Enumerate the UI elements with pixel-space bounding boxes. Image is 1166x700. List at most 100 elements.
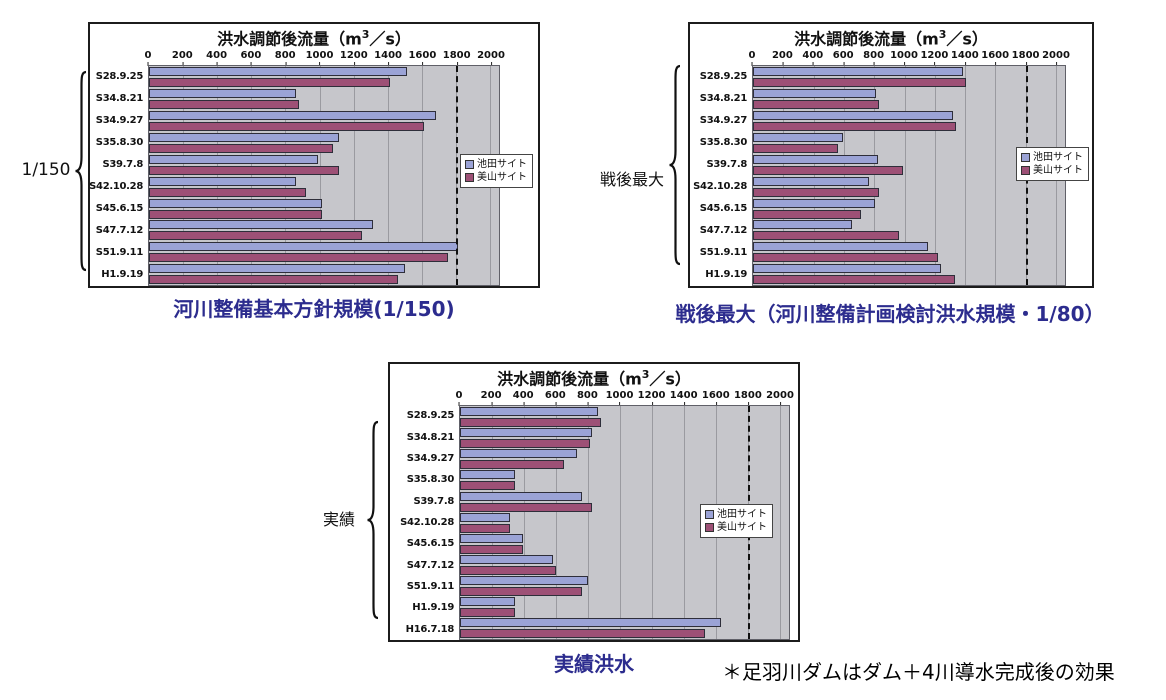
bar-美山サイト xyxy=(460,523,510,533)
bar-池田サイト xyxy=(753,132,843,142)
x-tick-label: 600 xyxy=(832,50,854,67)
bar-row xyxy=(149,176,490,198)
x-tick-label: 1600 xyxy=(408,50,437,67)
bar-row xyxy=(460,449,780,470)
bar-美山サイト xyxy=(460,439,590,449)
bar-美山サイト xyxy=(753,122,957,132)
plot-area: 池田サイト 美山サイト xyxy=(752,65,1089,286)
category-label: S34.8.21 xyxy=(699,92,748,104)
bar-row xyxy=(753,110,1056,132)
bar-row xyxy=(149,66,490,88)
bar-row xyxy=(753,66,1056,88)
x-tick-label: 1600 xyxy=(701,390,730,407)
chart-caption: 戦後最大（河川整備計画検討洪水規模・1/80） xyxy=(675,302,1105,326)
gridline xyxy=(524,406,525,639)
bar-row xyxy=(460,533,780,554)
x-tick-label: 1200 xyxy=(920,50,949,67)
curly-brace xyxy=(668,64,682,266)
x-tick-label: 400 xyxy=(512,390,534,407)
bar-美山サイト xyxy=(460,587,582,597)
category-label: S39.7.8 xyxy=(413,495,454,507)
bar-美山サイト xyxy=(753,165,904,175)
legend: 池田サイト 美山サイト xyxy=(460,153,533,188)
gridline xyxy=(995,66,997,285)
gridline xyxy=(684,406,685,639)
legend: 池田サイト 美山サイト xyxy=(700,504,773,539)
bar-美山サイト xyxy=(149,143,334,153)
bar-池田サイト xyxy=(149,132,339,142)
legend-entry: 美山サイト xyxy=(465,171,527,184)
bar-row xyxy=(753,154,1056,176)
x-tick-label: 400 xyxy=(206,50,228,67)
x-tick-label: 800 xyxy=(576,390,598,407)
x-tick-label: 0 xyxy=(748,50,756,67)
bar-池田サイト xyxy=(149,242,458,252)
bar-池田サイト xyxy=(460,555,554,564)
group-label: 実績 xyxy=(322,510,355,529)
bar-池田サイト xyxy=(753,176,869,186)
legend-label: 美山サイト xyxy=(717,522,767,534)
bar-池田サイト xyxy=(149,176,296,186)
bar-美山サイト xyxy=(753,209,862,219)
bar-美山サイト xyxy=(753,187,880,197)
x-tick-label: 1400 xyxy=(950,50,979,67)
bar-row xyxy=(460,618,780,639)
chart-caption: 実績洪水 xyxy=(554,652,634,676)
chart-title: 洪水調節後流量（m3／s） xyxy=(497,368,691,389)
bar-美山サイト xyxy=(149,275,399,285)
category-label: S28.9.25 xyxy=(699,70,748,82)
bar-池田サイト xyxy=(149,154,319,164)
chart-title: 洪水調節後流量（m3／s） xyxy=(794,28,988,49)
gridline xyxy=(217,66,219,285)
category-label: S35.8.30 xyxy=(406,474,455,486)
x-tick-label: 800 xyxy=(863,50,885,67)
bar-池田サイト xyxy=(753,242,928,252)
bar-池田サイト xyxy=(460,533,523,543)
x-tick-label: 1200 xyxy=(339,50,368,67)
gridline xyxy=(904,66,906,285)
bar-row xyxy=(753,132,1056,154)
gridline xyxy=(421,66,423,285)
bar-美山サイト xyxy=(460,566,557,575)
bar-row xyxy=(460,512,780,533)
category-label: S34.8.21 xyxy=(95,92,144,104)
chart-title: 洪水調節後流量（m3／s） xyxy=(217,28,411,49)
category-label: H1.9.19 xyxy=(412,602,454,614)
legend-swatch xyxy=(705,523,714,533)
plot-area: 池田サイト 美山サイト xyxy=(459,405,790,640)
gridline xyxy=(843,66,845,285)
bar-美山サイト xyxy=(460,460,565,470)
category-label: S42.10.28 xyxy=(89,181,143,193)
category-label: S45.6.15 xyxy=(406,538,455,550)
category-label: S47.7.12 xyxy=(699,225,748,237)
x-tick-label: 600 xyxy=(240,50,262,67)
legend-entry: 池田サイト xyxy=(1021,151,1083,164)
legend-entry: 池田サイト xyxy=(705,508,767,521)
gridline xyxy=(588,406,589,639)
gridline xyxy=(492,406,493,639)
bar-池田サイト xyxy=(149,198,322,208)
gridline xyxy=(965,66,967,285)
gridline xyxy=(934,66,936,285)
bar-row xyxy=(149,241,490,263)
bar-美山サイト xyxy=(149,231,363,241)
category-label: S51.9.11 xyxy=(95,247,144,259)
bar-row xyxy=(149,110,490,132)
curly-brace xyxy=(74,70,88,272)
bar-row xyxy=(460,597,780,618)
y-axis-categories: S28.9.25 S34.8.21 S34.9.27 S35.8.30 S39.7.8 S… xyxy=(390,405,459,640)
bar-row xyxy=(753,198,1056,220)
bar-池田サイト xyxy=(149,111,436,121)
x-tick-label: 1800 xyxy=(733,390,762,407)
y-axis-categories: S28.9.25 S34.8.21 S34.9.27 S35.8.30 S39.7.8 S… xyxy=(690,65,752,286)
bar-池田サイト xyxy=(753,198,875,208)
bar-池田サイト xyxy=(149,67,407,77)
threshold-line-1800 xyxy=(455,66,458,285)
bar-美山サイト xyxy=(753,143,839,153)
gridline xyxy=(874,66,876,285)
bar-row xyxy=(149,132,490,154)
bar-池田サイト xyxy=(753,67,963,77)
bar-row xyxy=(149,219,490,241)
gridline xyxy=(780,406,781,639)
x-tick-label: 1000 xyxy=(305,50,334,67)
